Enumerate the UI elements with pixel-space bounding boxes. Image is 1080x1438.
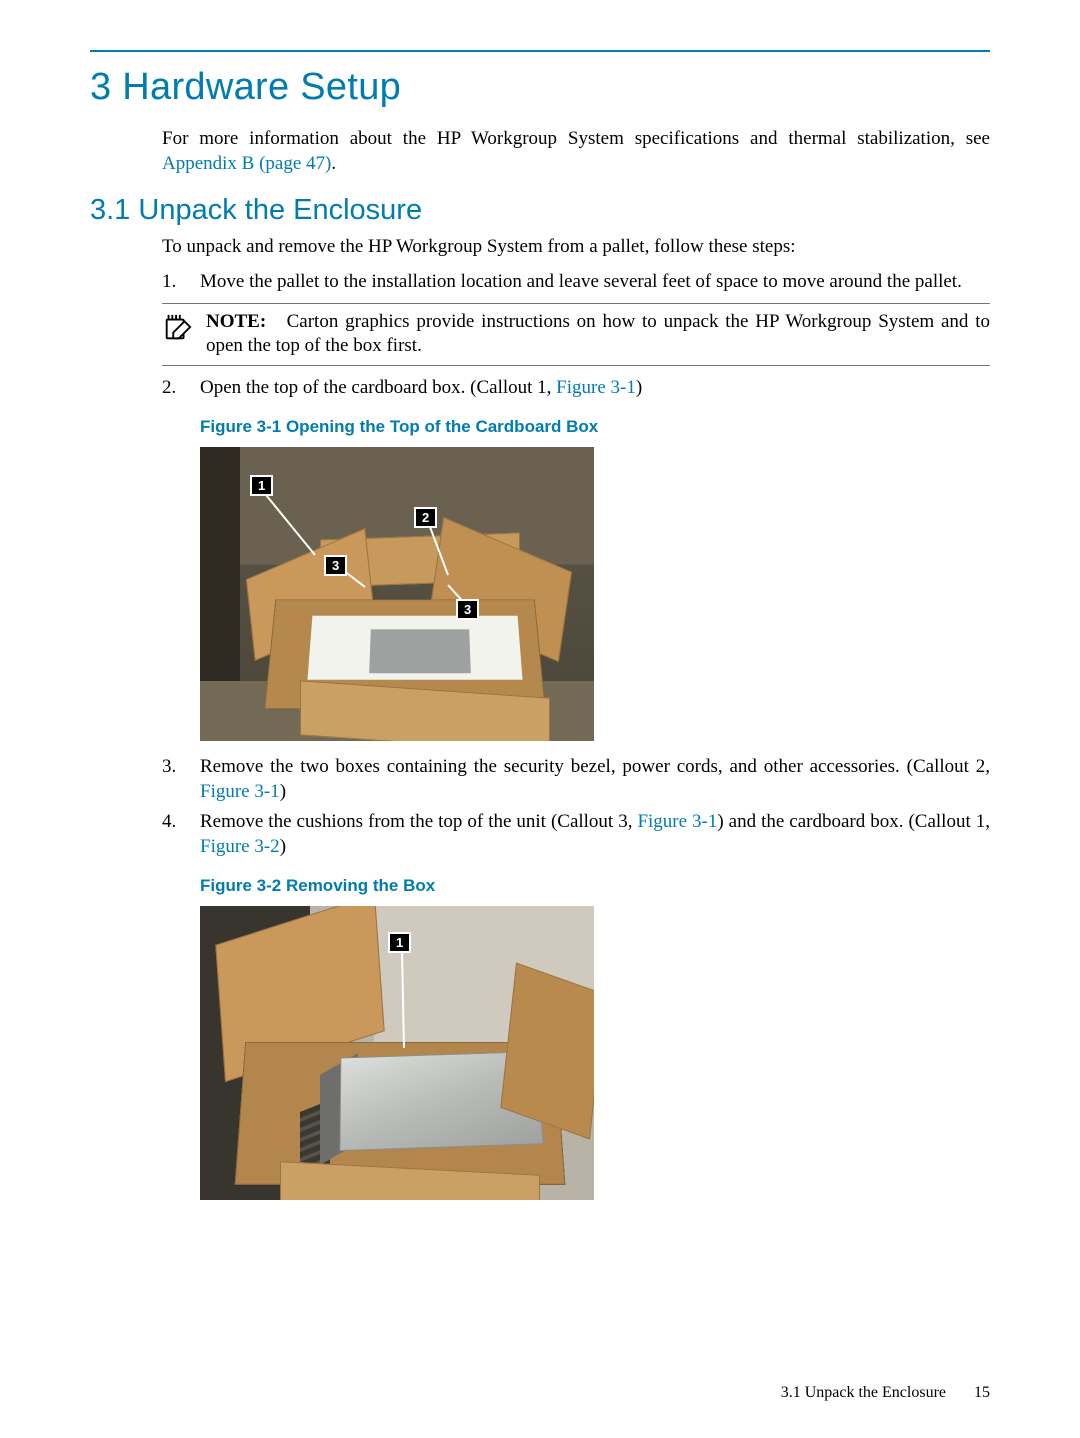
footer-page-number: 15 [974, 1384, 990, 1401]
section-title: 3.1 Unpack the Enclosure [90, 194, 990, 227]
step-2-after: ) [636, 377, 642, 398]
figure-3-2-link[interactable]: Figure 3-2 [200, 836, 280, 857]
figure-3-1-link-c[interactable]: Figure 3-1 [637, 811, 717, 832]
figure-3-1-callout-3b: 3 [456, 599, 479, 620]
note-label: NOTE: [206, 311, 266, 332]
step-1-number: 1. [162, 270, 190, 295]
step-4-after: ) [280, 836, 286, 857]
appendix-b-link[interactable]: Appendix B (page 47) [162, 153, 331, 174]
figure-3-1-link-a[interactable]: Figure 3-1 [556, 377, 636, 398]
intro-paragraph: For more information about the HP Workgr… [162, 127, 990, 176]
step-1: 1. Move the pallet to the installation l… [162, 270, 990, 295]
note-text: Carton graphics provide instructions on … [206, 311, 990, 357]
step-2-number: 2. [162, 376, 190, 401]
step-1-text: Move the pallet to the installation loca… [200, 271, 962, 292]
footer-section-text: 3.1 Unpack the Enclosure [781, 1384, 946, 1401]
step-3-number: 3. [162, 755, 190, 780]
step-4-mid: ) and the cardboard box. (Callout 1, [717, 811, 990, 832]
step-4-before: Remove the cushions from the top of the … [200, 811, 637, 832]
step-3-before: Remove the two boxes containing the secu… [200, 756, 990, 777]
step-3-after: ) [280, 781, 286, 802]
figure-3-2-caption: Figure 3-2 Removing the Box [200, 876, 990, 896]
figure-3-1-callout-3a: 3 [324, 555, 347, 576]
step-4-number: 4. [162, 810, 190, 835]
figure-3-1-caption: Figure 3-1 Opening the Top of the Cardbo… [200, 417, 990, 437]
step-2-before: Open the top of the cardboard box. (Call… [200, 377, 556, 398]
intro-text-after: . [331, 153, 336, 174]
figure-3-2-image: 1 [200, 906, 594, 1200]
step-3: 3. Remove the two boxes containing the s… [162, 755, 990, 804]
figure-3-1-link-b[interactable]: Figure 3-1 [200, 781, 280, 802]
figure-3-1-callout-1: 1 [250, 475, 273, 496]
page-footer: 3.1 Unpack the Enclosure 15 [781, 1384, 990, 1402]
note-icon [162, 312, 192, 342]
step-2: 2. Open the top of the cardboard box. (C… [162, 376, 990, 401]
figure-3-1-image: 1 2 3 3 [200, 447, 594, 741]
note-block: NOTE: Carton graphics provide instructio… [162, 303, 990, 366]
step-4: 4. Remove the cushions from the top of t… [162, 810, 990, 859]
section-lead: To unpack and remove the HP Workgroup Sy… [162, 235, 990, 260]
top-rule [90, 50, 990, 52]
intro-text-before: For more information about the HP Workgr… [162, 128, 990, 149]
chapter-title: 3 Hardware Setup [90, 66, 990, 109]
figure-3-1-callout-2: 2 [414, 507, 437, 528]
figure-3-2-callout-1: 1 [388, 932, 411, 953]
